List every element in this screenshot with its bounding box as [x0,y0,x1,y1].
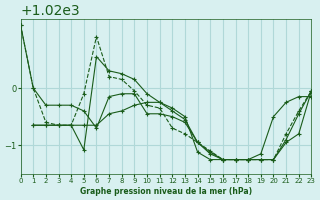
X-axis label: Graphe pression niveau de la mer (hPa): Graphe pression niveau de la mer (hPa) [80,187,252,196]
